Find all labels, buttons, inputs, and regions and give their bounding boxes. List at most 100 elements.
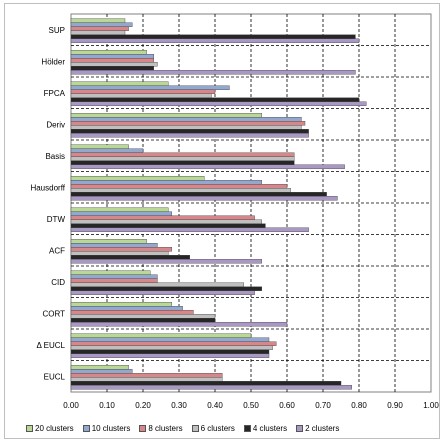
x-tick-label: 0.70 bbox=[315, 401, 331, 410]
legend-label: 2 clusters bbox=[305, 423, 340, 433]
chart-frame: 0.00 0.10 0.20 0.30 0.40 0.50 0.60 0.70 0.80 0.90… bbox=[4, 3, 440, 439]
bar bbox=[70, 282, 245, 287]
bar bbox=[70, 125, 302, 130]
bar bbox=[70, 192, 327, 197]
bar bbox=[70, 70, 356, 75]
legend-swatch bbox=[139, 424, 147, 432]
bar bbox=[70, 211, 173, 216]
bar bbox=[70, 184, 288, 189]
legend-item: 20 clusters bbox=[26, 420, 74, 436]
bar bbox=[70, 286, 263, 291]
category-label: Δ EUCL bbox=[37, 341, 66, 350]
category-label: ACF bbox=[49, 246, 65, 255]
bar bbox=[70, 117, 302, 122]
bar bbox=[70, 58, 155, 63]
bar bbox=[70, 215, 255, 220]
x-tick-label: 0.30 bbox=[171, 401, 187, 410]
bar bbox=[70, 54, 155, 59]
bar bbox=[70, 133, 309, 138]
bar bbox=[70, 239, 147, 244]
bar bbox=[70, 381, 342, 386]
bar bbox=[70, 345, 273, 350]
bar bbox=[70, 274, 158, 279]
x-tick-label: 1.00 bbox=[423, 401, 439, 410]
bar bbox=[70, 81, 169, 86]
category-label: Basis bbox=[45, 152, 65, 161]
bar bbox=[70, 38, 360, 43]
legend-swatch bbox=[26, 424, 33, 432]
x-tick-label: 0.10 bbox=[99, 401, 115, 410]
legend-label: 20 clusters bbox=[35, 423, 74, 433]
legend-item: 2 clusters bbox=[296, 420, 339, 436]
bar bbox=[70, 270, 151, 275]
bar bbox=[70, 18, 126, 23]
x-tick-label: 0.60 bbox=[279, 401, 295, 410]
bar bbox=[70, 160, 295, 165]
bar bbox=[70, 101, 367, 106]
bar bbox=[70, 369, 133, 374]
bar bbox=[70, 164, 345, 169]
bar bbox=[70, 188, 291, 193]
bar bbox=[70, 97, 360, 102]
bar bbox=[70, 93, 212, 98]
category-label: Hausdorff bbox=[30, 183, 65, 192]
legend-label: 6 clusters bbox=[200, 423, 235, 433]
category-label: SUP bbox=[49, 26, 65, 35]
legend-swatch bbox=[296, 424, 304, 432]
bar-chart: 0.00 0.10 0.20 0.30 0.40 0.50 0.60 0.70 0.80 0.90… bbox=[30, 13, 439, 410]
bar bbox=[70, 26, 129, 31]
legend-item: 4 clusters bbox=[243, 420, 287, 436]
bar bbox=[70, 227, 309, 232]
bar bbox=[70, 156, 295, 161]
bar bbox=[70, 113, 263, 118]
bar bbox=[70, 66, 155, 71]
bar bbox=[70, 255, 191, 260]
bar bbox=[70, 22, 133, 27]
bar bbox=[70, 259, 263, 264]
bar bbox=[70, 219, 263, 224]
bar bbox=[70, 302, 173, 307]
x-tick-label: 0.20 bbox=[135, 401, 151, 410]
legend-item: 6 clusters bbox=[191, 420, 235, 436]
bar bbox=[70, 322, 288, 327]
bar bbox=[70, 337, 270, 342]
bar bbox=[70, 121, 306, 126]
legend-swatch bbox=[82, 424, 90, 432]
bar bbox=[70, 306, 183, 311]
bar bbox=[70, 373, 223, 378]
bar bbox=[70, 385, 352, 390]
bar bbox=[70, 310, 194, 315]
legend-label: 10 clusters bbox=[91, 423, 131, 433]
category-label: FPCA bbox=[44, 89, 66, 98]
bar bbox=[70, 349, 270, 354]
category-label: DTW bbox=[47, 215, 66, 224]
bar bbox=[70, 333, 252, 338]
bar bbox=[70, 34, 356, 39]
category-label: Deriv bbox=[46, 120, 65, 129]
x-tick-label: 0.50 bbox=[243, 401, 259, 410]
x-tick-label: 0.00 bbox=[63, 401, 79, 410]
x-tick-label: 0.80 bbox=[351, 401, 367, 410]
legend: 20 clusters 10 clusters 8 clusters 6 cluste… bbox=[26, 420, 436, 436]
bar bbox=[70, 243, 158, 248]
x-tick-label: 0.40 bbox=[207, 401, 223, 410]
bar bbox=[70, 247, 173, 252]
legend-item: 8 clusters bbox=[139, 420, 183, 436]
bar bbox=[70, 144, 129, 149]
bar bbox=[70, 148, 144, 153]
legend-item: 10 clusters bbox=[82, 420, 131, 436]
bar bbox=[70, 129, 309, 134]
bar bbox=[70, 318, 216, 323]
bar bbox=[70, 176, 205, 181]
bar bbox=[70, 251, 169, 256]
legend-swatch bbox=[191, 424, 199, 432]
bar bbox=[70, 290, 255, 295]
bar bbox=[70, 223, 266, 228]
category-label: CID bbox=[51, 278, 65, 287]
bar bbox=[70, 50, 147, 55]
bar bbox=[70, 180, 263, 185]
bar bbox=[70, 314, 216, 319]
bar bbox=[70, 365, 129, 370]
bar bbox=[70, 341, 277, 346]
legend-swatch bbox=[243, 424, 251, 432]
